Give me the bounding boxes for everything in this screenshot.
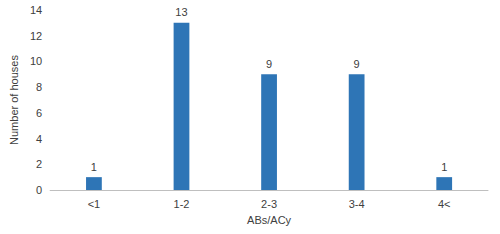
svg-text:4<: 4< — [438, 198, 451, 210]
svg-text:4: 4 — [36, 133, 42, 145]
svg-text:2-3: 2-3 — [261, 198, 277, 210]
svg-text:9: 9 — [354, 58, 360, 70]
svg-text:10: 10 — [30, 55, 42, 67]
svg-text:6: 6 — [36, 107, 42, 119]
svg-text:2: 2 — [36, 158, 42, 170]
svg-text:1: 1 — [441, 161, 447, 173]
svg-text:13: 13 — [175, 6, 187, 18]
svg-text:8: 8 — [36, 81, 42, 93]
svg-text:0: 0 — [36, 184, 42, 196]
svg-text:9: 9 — [266, 58, 272, 70]
svg-text:ABs/ACy: ABs/ACy — [247, 214, 292, 226]
svg-text:1: 1 — [91, 161, 97, 173]
svg-text:Number of houses: Number of houses — [8, 55, 20, 145]
svg-text:<1: <1 — [88, 198, 101, 210]
svg-text:14: 14 — [30, 4, 42, 16]
svg-text:1-2: 1-2 — [174, 198, 190, 210]
svg-text:3-4: 3-4 — [349, 198, 365, 210]
svg-text:12: 12 — [30, 30, 42, 42]
